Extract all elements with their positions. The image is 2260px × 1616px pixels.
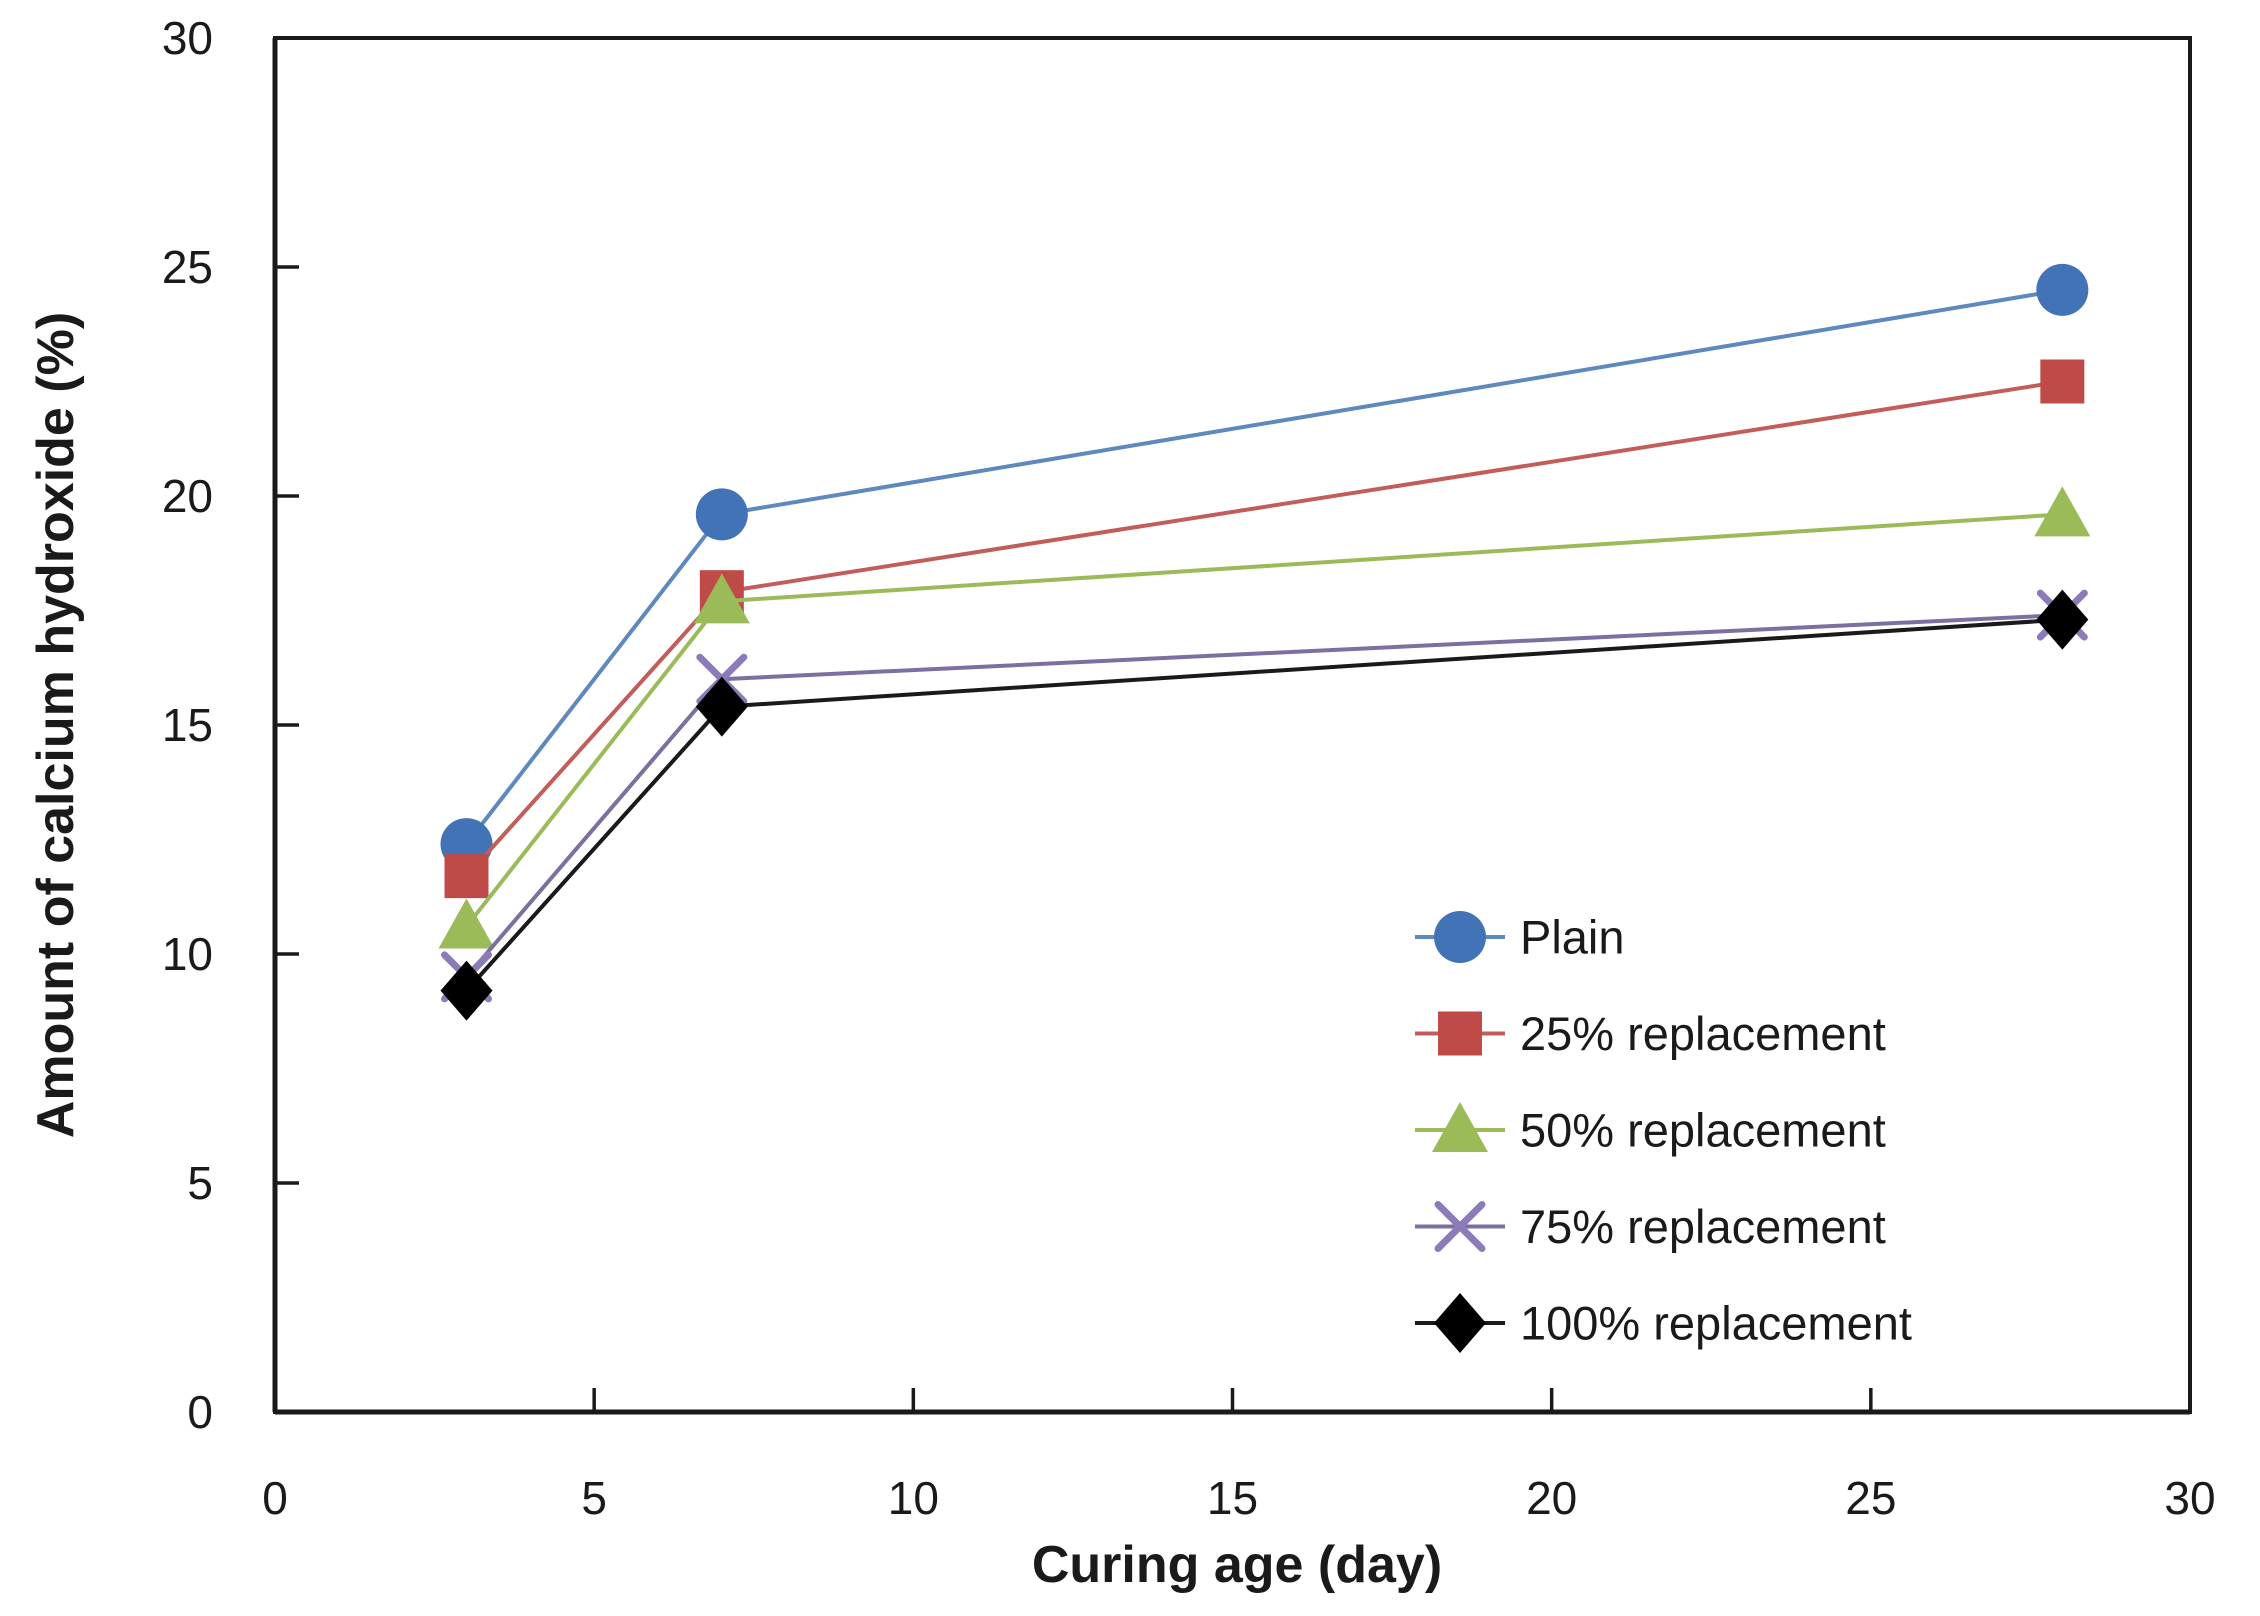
marker-plain-day7 — [695, 488, 748, 541]
series-line-100-replacement — [465, 617, 2063, 992]
y-tick-label: 15 — [162, 699, 213, 751]
plot-border — [273, 36, 2192, 1414]
marker-100-replacement-day3 — [440, 960, 493, 1021]
legend-label-100-replacement: 100% replacement — [1520, 1297, 1912, 1350]
series-line-25-replacement — [465, 379, 2063, 878]
x-tick-label: 15 — [1207, 1472, 1258, 1524]
marker-50-replacement-day7 — [693, 573, 750, 624]
marker-25-replacement-day28 — [2040, 359, 2085, 404]
marker-25-replacement-day3 — [444, 854, 489, 899]
x-axis-title: Curing age (day) — [1031, 1536, 1443, 1594]
legend-marker-50-replacement — [1432, 1102, 1488, 1152]
legend-marker-100-replacement — [1434, 1293, 1486, 1353]
x-tick-label: 25 — [1845, 1472, 1896, 1524]
legend-marker-75-replacement — [1434, 1201, 1486, 1252]
marker-50-replacement-day3 — [438, 898, 495, 949]
y-tick-label: 5 — [187, 1157, 213, 1209]
marker-100-replacement-day7 — [695, 676, 748, 737]
x-tick-label: 10 — [888, 1472, 939, 1524]
legend-label-75-replacement: 75% replacement — [1520, 1200, 1886, 1253]
x-tick-label: 5 — [581, 1472, 607, 1524]
legend-marker-25-replacement — [1438, 1011, 1482, 1056]
x-tick-label: 20 — [1526, 1472, 1577, 1524]
y-tick-label: 10 — [162, 928, 213, 980]
y-axis-title: Amount of calcium hydroxide (%) — [27, 311, 85, 1139]
y-tick-label: 30 — [162, 12, 213, 64]
legend-marker-plain — [1434, 911, 1486, 963]
y-tick-label: 0 — [187, 1386, 213, 1438]
legend-label-plain: Plain — [1520, 911, 1625, 964]
marker-plain-day28 — [2036, 263, 2089, 316]
legend-label-25-replacement: 25% replacement — [1520, 1007, 1886, 1060]
marker-50-replacement-day28 — [2034, 486, 2091, 537]
series-line-75-replacement — [464, 613, 2063, 979]
x-tick-label: 30 — [2164, 1472, 2215, 1524]
x-tick-label: 0 — [262, 1472, 288, 1524]
marker-100-replacement-day28 — [2036, 589, 2089, 650]
legend-label-50-replacement: 50% replacement — [1520, 1104, 1886, 1157]
y-tick-label: 20 — [162, 470, 213, 522]
y-tick-label: 25 — [162, 241, 213, 293]
